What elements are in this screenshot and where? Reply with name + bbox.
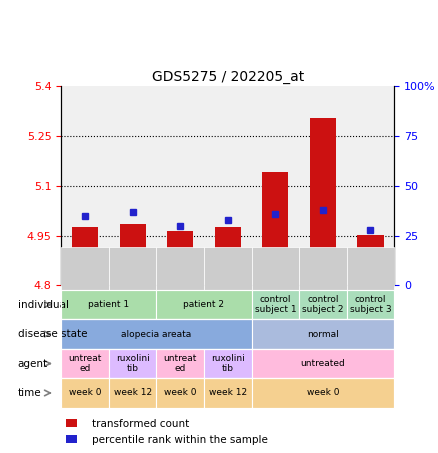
Text: untreat
ed: untreat ed (163, 354, 197, 373)
Text: patient 1: patient 1 (88, 300, 130, 309)
Text: week 12: week 12 (113, 389, 152, 397)
Text: percentile rank within the sample: percentile rank within the sample (92, 435, 268, 445)
Bar (167, 231, 193, 285)
Text: control
subject 2: control subject 2 (302, 295, 344, 314)
Text: transformed count: transformed count (92, 419, 189, 429)
Text: time: time (18, 388, 41, 398)
Text: patient 2: patient 2 (184, 300, 225, 309)
Text: alopecia areata: alopecia areata (121, 330, 191, 338)
Text: week 0: week 0 (69, 389, 101, 397)
Text: week 0: week 0 (307, 389, 339, 397)
Text: week 0: week 0 (164, 389, 197, 397)
Text: normal: normal (307, 330, 339, 338)
Text: disease state: disease state (18, 329, 87, 339)
Text: control
subject 3: control subject 3 (350, 295, 391, 314)
Bar (120, 224, 146, 285)
Bar (310, 118, 336, 285)
Bar (357, 235, 384, 285)
Bar (262, 173, 288, 285)
Text: ruxolini
tib: ruxolini tib (116, 354, 149, 373)
Text: ruxolini
tib: ruxolini tib (211, 354, 245, 373)
Bar (215, 227, 241, 285)
Text: week 12: week 12 (208, 389, 247, 397)
Bar (72, 227, 98, 285)
Title: GDS5275 / 202205_at: GDS5275 / 202205_at (152, 70, 304, 84)
Text: untreat
ed: untreat ed (68, 354, 102, 373)
Text: untreated: untreated (300, 359, 345, 368)
Text: control
subject 1: control subject 1 (254, 295, 296, 314)
Text: agent: agent (18, 358, 48, 369)
Text: individual: individual (18, 299, 68, 310)
